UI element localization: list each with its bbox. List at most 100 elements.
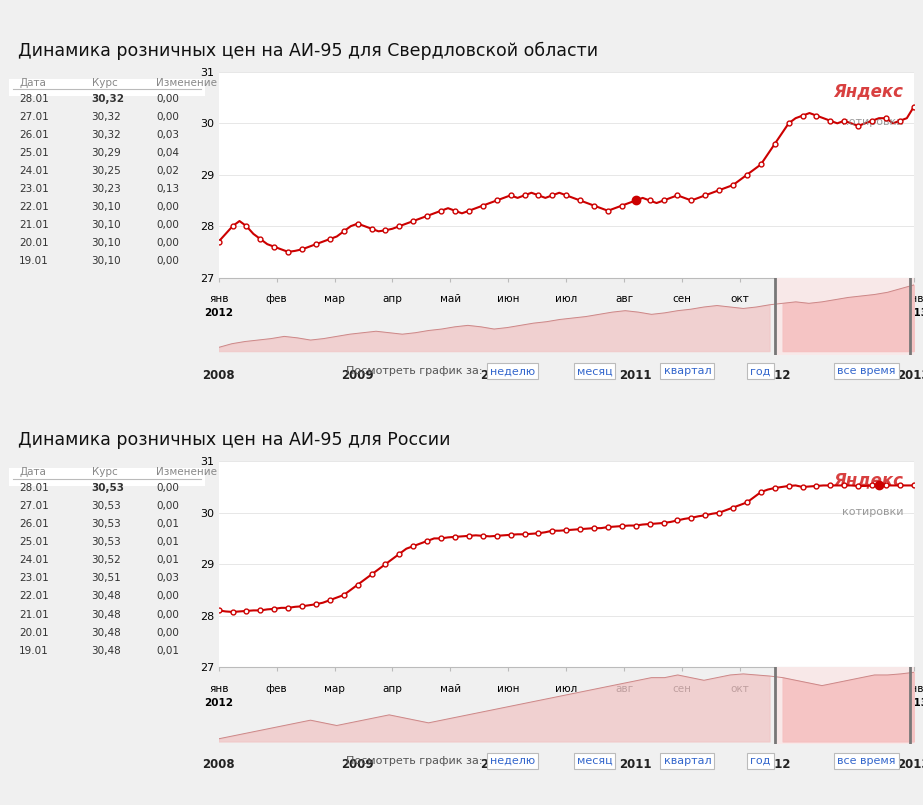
Text: 30,23: 30,23: [91, 184, 121, 194]
Text: 27.01: 27.01: [19, 501, 49, 511]
Text: 30,29: 30,29: [91, 148, 121, 158]
Text: 23.01: 23.01: [19, 184, 49, 194]
Text: Посмотреть график за:: Посмотреть график за:: [346, 366, 483, 376]
Text: Посмотреть график за:: Посмотреть график за:: [346, 756, 483, 766]
Text: 0,00: 0,00: [156, 609, 179, 620]
Text: ноя: ноя: [788, 295, 808, 304]
Text: неделю: неделю: [490, 756, 534, 766]
Text: мар: мар: [324, 683, 345, 694]
Text: все время: все время: [837, 366, 896, 376]
Text: 2011: 2011: [619, 758, 652, 771]
Text: Дата: Дата: [19, 468, 46, 477]
Text: 30,10: 30,10: [91, 221, 121, 230]
Text: Дата: Дата: [19, 78, 46, 88]
Text: месяц: месяц: [577, 756, 612, 766]
Text: год: год: [750, 756, 771, 766]
Text: котировки: котировки: [842, 506, 904, 517]
Text: Изменение: Изменение: [156, 468, 217, 477]
Text: 0,04: 0,04: [156, 148, 179, 158]
Text: 2013: 2013: [899, 698, 923, 708]
Text: 27.01: 27.01: [19, 112, 49, 122]
Text: 0,00: 0,00: [156, 257, 179, 266]
Text: 2010: 2010: [481, 758, 513, 771]
Text: 0,01: 0,01: [156, 519, 179, 529]
Text: 2013: 2013: [897, 369, 923, 382]
Text: 30,10: 30,10: [91, 238, 121, 248]
Bar: [774, 278, 914, 355]
Text: авг: авг: [615, 295, 633, 304]
Text: 30,10: 30,10: [91, 257, 121, 266]
Text: 2008: 2008: [202, 369, 235, 382]
Text: 0,00: 0,00: [156, 221, 179, 230]
Text: 0,00: 0,00: [156, 238, 179, 248]
Text: 2012: 2012: [759, 758, 791, 771]
Text: июн: июн: [497, 683, 520, 694]
Text: 2012: 2012: [204, 698, 234, 708]
Text: ноя: ноя: [788, 683, 808, 694]
Text: 0,00: 0,00: [156, 483, 179, 493]
Text: 0,01: 0,01: [156, 537, 179, 547]
Text: 0,03: 0,03: [156, 573, 179, 584]
Text: 24.01: 24.01: [19, 555, 49, 565]
Text: квартал: квартал: [664, 366, 711, 376]
Text: 30,53: 30,53: [91, 501, 121, 511]
Text: 19.01: 19.01: [19, 646, 49, 656]
Text: мар: мар: [324, 295, 345, 304]
Text: янв: янв: [904, 295, 923, 304]
Text: дек: дек: [845, 295, 866, 304]
Text: 30,53: 30,53: [91, 537, 121, 547]
Text: 30,48: 30,48: [91, 609, 121, 620]
Text: 22.01: 22.01: [19, 592, 49, 601]
Text: год: год: [750, 366, 771, 376]
Text: 2011: 2011: [619, 369, 652, 382]
Text: 0,00: 0,00: [156, 501, 179, 511]
Text: 2009: 2009: [342, 758, 374, 771]
Text: 2012: 2012: [204, 308, 234, 318]
Text: 30,32: 30,32: [91, 112, 121, 122]
Text: квартал: квартал: [664, 756, 711, 766]
Text: 26.01: 26.01: [19, 130, 49, 140]
Text: 30,53: 30,53: [91, 519, 121, 529]
Text: июн: июн: [497, 295, 520, 304]
Text: 20.01: 20.01: [19, 238, 49, 248]
Text: 25.01: 25.01: [19, 537, 49, 547]
Text: 30,48: 30,48: [91, 592, 121, 601]
Text: Яндекс: Яндекс: [833, 472, 904, 489]
Text: 0,00: 0,00: [156, 202, 179, 212]
Text: 30,52: 30,52: [91, 555, 121, 565]
Text: 30,53: 30,53: [91, 483, 125, 493]
Text: 28.01: 28.01: [19, 93, 49, 104]
Text: 30,32: 30,32: [91, 93, 125, 104]
Text: 2009: 2009: [342, 369, 374, 382]
Text: 30,48: 30,48: [91, 646, 121, 656]
Text: фев: фев: [266, 295, 287, 304]
Text: 0,01: 0,01: [156, 555, 179, 565]
Text: 30,32: 30,32: [91, 130, 121, 140]
Text: 2008: 2008: [202, 758, 235, 771]
Text: 22.01: 22.01: [19, 202, 49, 212]
FancyBboxPatch shape: [9, 469, 205, 485]
Text: 19.01: 19.01: [19, 257, 49, 266]
Text: сен: сен: [673, 683, 691, 694]
Text: Яндекс: Яндекс: [833, 82, 904, 100]
Text: апр: апр: [382, 295, 402, 304]
Text: Курс: Курс: [91, 468, 117, 477]
Text: 0,00: 0,00: [156, 112, 179, 122]
Text: апр: апр: [382, 683, 402, 694]
Text: 0,00: 0,00: [156, 93, 179, 104]
Text: фев: фев: [266, 683, 287, 694]
Text: дек: дек: [845, 683, 866, 694]
Text: Изменение: Изменение: [156, 78, 217, 88]
Text: 2012: 2012: [759, 369, 791, 382]
Text: котировки: котировки: [842, 118, 904, 127]
Text: 20.01: 20.01: [19, 628, 49, 638]
Text: Динамика розничных цен на АИ-95 для Свердловской области: Динамика розничных цен на АИ-95 для Свер…: [18, 41, 598, 60]
Bar: [774, 667, 914, 744]
Text: май: май: [439, 683, 461, 694]
Text: 30,48: 30,48: [91, 628, 121, 638]
Text: Курс: Курс: [91, 78, 117, 88]
Text: 25.01: 25.01: [19, 148, 49, 158]
Text: 2010: 2010: [481, 369, 513, 382]
Text: май: май: [439, 295, 461, 304]
Text: неделю: неделю: [490, 366, 534, 376]
